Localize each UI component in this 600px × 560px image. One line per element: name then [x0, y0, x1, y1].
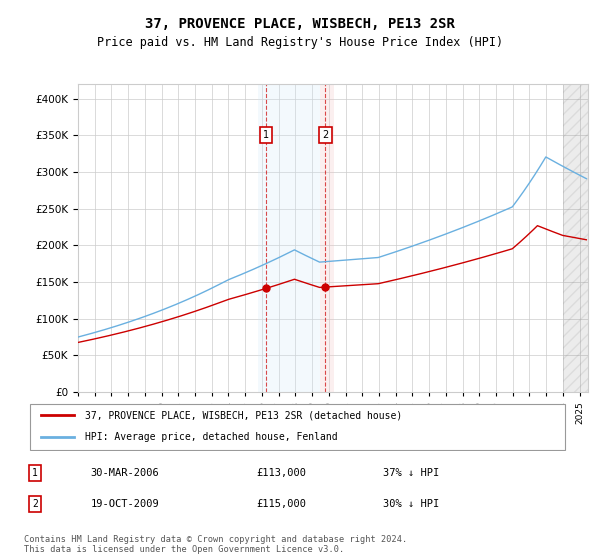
Text: 37, PROVENCE PLACE, WISBECH, PE13 2SR: 37, PROVENCE PLACE, WISBECH, PE13 2SR — [145, 17, 455, 31]
Bar — [320, 84, 334, 392]
Bar — [257, 84, 320, 392]
Text: £113,000: £113,000 — [256, 468, 306, 478]
Text: 1: 1 — [32, 468, 38, 478]
Text: 37, PROVENCE PLACE, WISBECH, PE13 2SR (detached house): 37, PROVENCE PLACE, WISBECH, PE13 2SR (d… — [85, 410, 402, 420]
Bar — [563, 84, 588, 392]
Text: HPI: Average price, detached house, Fenland: HPI: Average price, detached house, Fenl… — [85, 432, 337, 442]
Text: Price paid vs. HM Land Registry's House Price Index (HPI): Price paid vs. HM Land Registry's House … — [97, 36, 503, 49]
FancyBboxPatch shape — [29, 404, 565, 450]
Text: 37% ↓ HPI: 37% ↓ HPI — [383, 468, 439, 478]
Text: Contains HM Land Registry data © Crown copyright and database right 2024.
This d: Contains HM Land Registry data © Crown c… — [24, 535, 407, 554]
Text: 30-MAR-2006: 30-MAR-2006 — [90, 468, 159, 478]
Text: 1: 1 — [263, 130, 269, 141]
Text: 30% ↓ HPI: 30% ↓ HPI — [383, 499, 439, 509]
Text: 19-OCT-2009: 19-OCT-2009 — [90, 499, 159, 509]
Text: £115,000: £115,000 — [256, 499, 306, 509]
Text: 2: 2 — [322, 130, 329, 141]
Text: 2: 2 — [32, 499, 38, 509]
